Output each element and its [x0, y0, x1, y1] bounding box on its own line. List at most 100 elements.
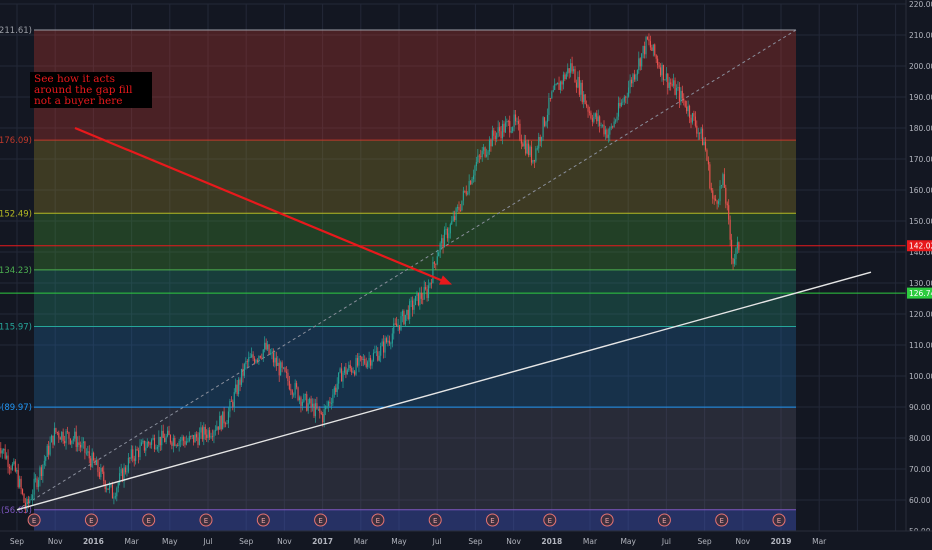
candle-body	[665, 73, 667, 80]
candle-body	[436, 256, 438, 265]
candle-body	[114, 496, 116, 498]
x-tick-label: Mar	[583, 537, 598, 546]
candle-body	[468, 181, 470, 194]
candle-body	[255, 360, 257, 363]
candle-body	[210, 436, 212, 438]
x-tick-label: Jul	[661, 537, 671, 546]
candle-body	[91, 452, 93, 467]
price-badge-label: 126.74	[909, 289, 932, 298]
candle-body	[94, 460, 96, 466]
candle-body	[478, 155, 480, 157]
candle-body	[59, 437, 61, 440]
y-tick-label: 150.00	[909, 217, 932, 226]
candle-body	[300, 397, 302, 406]
candle-body	[188, 436, 190, 441]
earnings-event-label: E	[548, 517, 552, 525]
candle-body	[48, 445, 50, 455]
candle-body	[349, 364, 351, 368]
candle-body	[390, 343, 392, 345]
candle-body	[222, 411, 224, 430]
price-badge	[907, 240, 932, 252]
candle-body	[213, 431, 215, 437]
candle-body	[288, 381, 290, 390]
candle-body	[442, 238, 444, 248]
candle-body	[432, 262, 434, 284]
candle-body	[430, 282, 432, 284]
candle-body	[149, 443, 151, 445]
candle-body	[519, 123, 521, 140]
candle-body	[124, 467, 127, 473]
candle-body	[396, 323, 398, 327]
candle-body	[264, 342, 266, 350]
candle-body	[36, 478, 38, 488]
candle-body	[90, 458, 92, 467]
y-axis-panel	[906, 0, 932, 550]
candle-body	[561, 81, 563, 85]
x-tick-label: Mar	[354, 537, 369, 546]
candle-body	[335, 387, 337, 393]
candle-body	[503, 123, 505, 133]
candle-body	[291, 390, 293, 395]
earnings-event-icon	[600, 513, 614, 527]
candle-body	[117, 482, 119, 489]
candle-body	[620, 102, 622, 107]
candle-body	[403, 310, 405, 325]
candle-body	[26, 498, 28, 510]
candle-body	[728, 205, 730, 220]
candle-body	[544, 117, 546, 126]
candle-body	[368, 357, 370, 362]
candle-body	[278, 362, 280, 376]
annotation-arrow	[74, 126, 445, 283]
candle-body	[660, 67, 662, 76]
candle-body	[422, 298, 424, 300]
candle-body	[139, 445, 141, 458]
y-tick-label: 60.00	[909, 496, 931, 505]
x-tick-label: Sep	[468, 537, 482, 546]
candle-body	[280, 362, 282, 376]
candle-body	[259, 356, 261, 358]
candle-body	[320, 412, 322, 415]
candle-body	[193, 435, 195, 443]
x-tick-label: Mar	[125, 537, 140, 546]
candle-body	[254, 358, 256, 363]
earnings-event-icon	[543, 513, 557, 527]
candle-body	[274, 357, 276, 363]
candle-body	[565, 73, 567, 80]
candle-body	[583, 94, 585, 103]
candle-body	[252, 354, 254, 359]
candle-body	[490, 139, 492, 147]
candle-body	[496, 133, 498, 139]
candle-body	[480, 156, 482, 158]
candle-body	[455, 208, 457, 221]
price-badge-label: 142.02	[909, 242, 932, 251]
candle-body	[681, 90, 683, 99]
candle-body	[465, 191, 467, 195]
candle-body	[670, 82, 672, 85]
candle-body	[381, 341, 383, 347]
candle-body	[628, 87, 630, 97]
candle-body	[283, 367, 285, 369]
candle-body	[510, 131, 512, 133]
candle-body	[258, 356, 260, 361]
candle-body	[153, 437, 156, 450]
candle-body	[578, 76, 580, 95]
candle-body	[296, 383, 298, 388]
candle-body	[623, 96, 625, 102]
fib-label: 0(211.61)	[0, 26, 32, 36]
earnings-event-icon	[84, 513, 98, 527]
candle-body	[275, 357, 277, 366]
candle-body	[662, 64, 664, 81]
candle-body	[174, 438, 176, 446]
earnings-event-label: E	[605, 517, 609, 525]
fib-label: 6(176.09)	[0, 136, 32, 146]
earnings-event-label: E	[318, 517, 322, 525]
candle-body	[1, 450, 3, 454]
candle-body	[129, 457, 131, 459]
candle-body	[158, 436, 160, 448]
candle-body	[200, 427, 202, 433]
candle-body	[24, 502, 26, 510]
candle-body	[77, 442, 79, 447]
candle-body	[536, 148, 538, 150]
candle-body	[162, 430, 164, 438]
